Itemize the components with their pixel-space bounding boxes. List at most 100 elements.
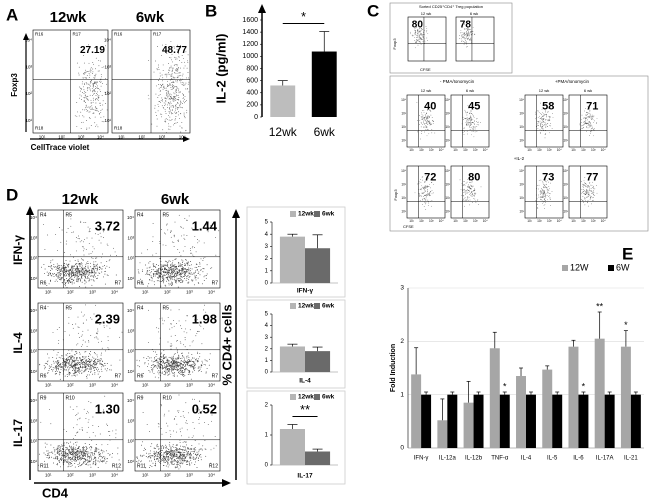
event-dot <box>176 350 178 352</box>
event-dot <box>544 119 546 121</box>
event-dot <box>162 129 164 131</box>
event-dot <box>153 363 155 365</box>
event-dot <box>472 126 474 128</box>
event-dot <box>184 272 186 274</box>
event-dot <box>586 114 588 115</box>
event-dot <box>98 113 100 115</box>
event-dot <box>179 370 181 371</box>
event-dot <box>166 89 168 91</box>
event-dot <box>473 33 475 35</box>
event-dot <box>150 275 152 277</box>
event-dot <box>587 127 589 129</box>
event-dot <box>165 113 167 115</box>
event-dot <box>179 106 181 108</box>
event-dot <box>73 369 75 371</box>
event-dot <box>545 184 547 186</box>
event-dot <box>163 275 165 277</box>
event-dot <box>426 112 428 114</box>
event-dot <box>84 95 86 97</box>
event-dot <box>65 362 67 364</box>
event-dot <box>67 466 69 468</box>
event-dot <box>60 460 62 461</box>
event-dot <box>70 445 72 447</box>
event-dot <box>182 267 183 269</box>
event-dot <box>474 128 476 130</box>
event-dot <box>197 351 198 353</box>
event-dot <box>472 185 474 187</box>
event-dot <box>176 270 178 272</box>
event-dot <box>94 82 96 84</box>
event-dot <box>546 124 547 126</box>
flow-tick-label: 10² <box>581 219 586 223</box>
event-dot <box>52 368 54 370</box>
event-dot <box>467 123 469 125</box>
event-dot <box>590 196 592 198</box>
event-dot <box>180 264 182 266</box>
event-dot <box>70 218 72 220</box>
event-dot <box>427 115 429 117</box>
event-dot <box>92 95 93 97</box>
event-dot <box>185 259 187 261</box>
event-dot <box>92 62 94 64</box>
event-dot <box>544 203 546 205</box>
event-dot <box>104 270 106 272</box>
event-dot <box>181 259 183 261</box>
event-dot <box>56 457 58 459</box>
event-dot <box>94 77 96 79</box>
event-dot <box>94 359 96 361</box>
event-dot <box>161 373 163 374</box>
event-dot <box>78 265 80 267</box>
event-dot <box>180 276 182 278</box>
event-dot <box>48 452 50 454</box>
event-dot <box>593 194 594 196</box>
event-dot <box>193 272 195 274</box>
event-dot <box>81 277 82 279</box>
event-dot <box>84 91 86 93</box>
event-dot <box>190 273 192 275</box>
event-dot <box>186 263 188 265</box>
event-dot <box>170 348 172 350</box>
event-dot <box>209 353 211 355</box>
event-dot <box>60 273 62 274</box>
event-dot <box>78 72 80 74</box>
event-dot <box>468 31 469 33</box>
event-dot <box>466 46 467 48</box>
event-dot <box>71 451 73 453</box>
event-dot <box>69 364 71 366</box>
event-dot <box>175 99 177 101</box>
event-dot <box>172 269 174 271</box>
event-dot <box>540 199 542 200</box>
event-dot <box>64 363 66 365</box>
event-dot <box>188 215 190 217</box>
gate-label: R18 <box>114 126 123 131</box>
event-dot <box>182 374 184 376</box>
event-dot <box>95 109 97 111</box>
event-dot <box>174 375 175 377</box>
event-dot <box>94 456 96 458</box>
event-dot <box>90 452 92 454</box>
event-dot <box>173 105 175 107</box>
event-dot <box>78 268 80 270</box>
event-dot <box>163 265 164 267</box>
event-dot <box>162 365 163 367</box>
event-dot <box>59 269 61 271</box>
event-dot <box>172 68 174 70</box>
event-dot <box>168 72 169 74</box>
event-dot <box>85 455 87 457</box>
event-dot <box>76 367 78 369</box>
event-dot <box>89 227 91 229</box>
event-dot <box>552 116 554 118</box>
event-dot <box>94 76 96 78</box>
event-dot <box>95 81 97 83</box>
event-dot <box>88 127 90 129</box>
event-dot <box>417 29 418 30</box>
event-dot <box>182 97 184 99</box>
event-dot <box>103 451 105 453</box>
event-dot <box>419 28 421 29</box>
event-dot <box>424 203 426 205</box>
event-dot <box>92 246 94 248</box>
event-dot <box>176 87 178 89</box>
event-dot <box>548 124 550 126</box>
event-dot <box>414 33 416 34</box>
event-dot <box>90 102 92 104</box>
